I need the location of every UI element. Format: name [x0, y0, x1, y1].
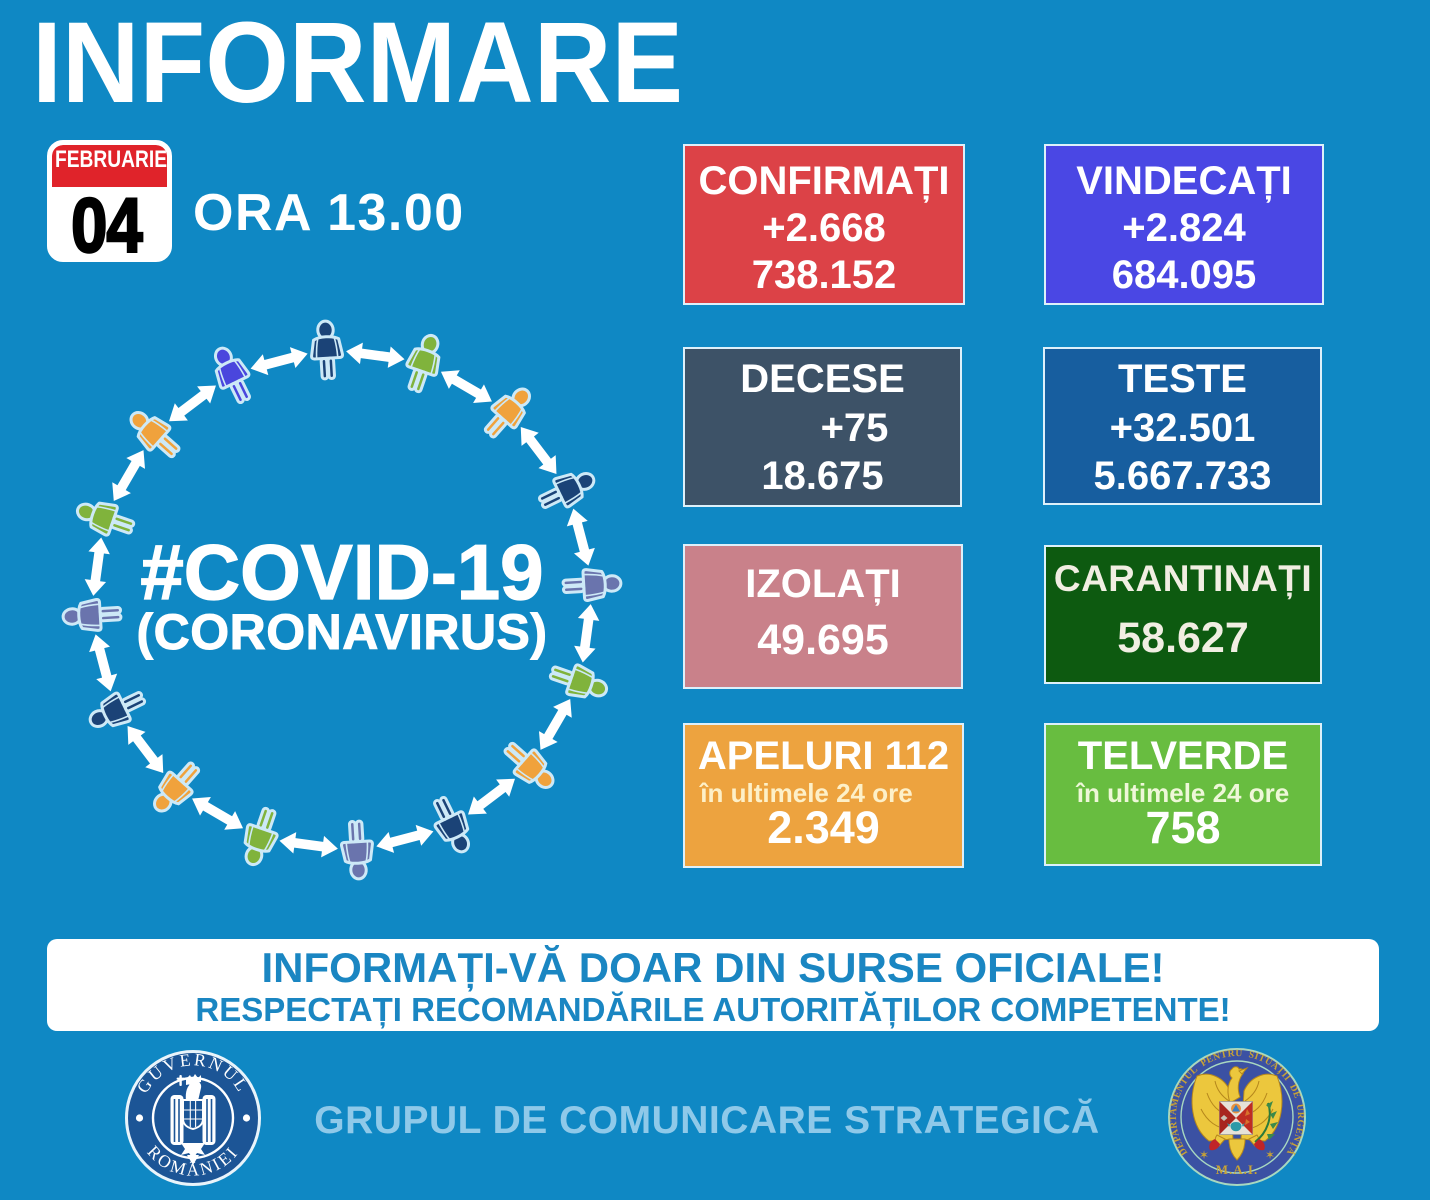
svg-text:M.A.I.: M.A.I.	[1216, 1162, 1258, 1177]
svg-text:✶: ✶	[1199, 1148, 1209, 1162]
svg-text:✶: ✶	[1265, 1148, 1275, 1162]
